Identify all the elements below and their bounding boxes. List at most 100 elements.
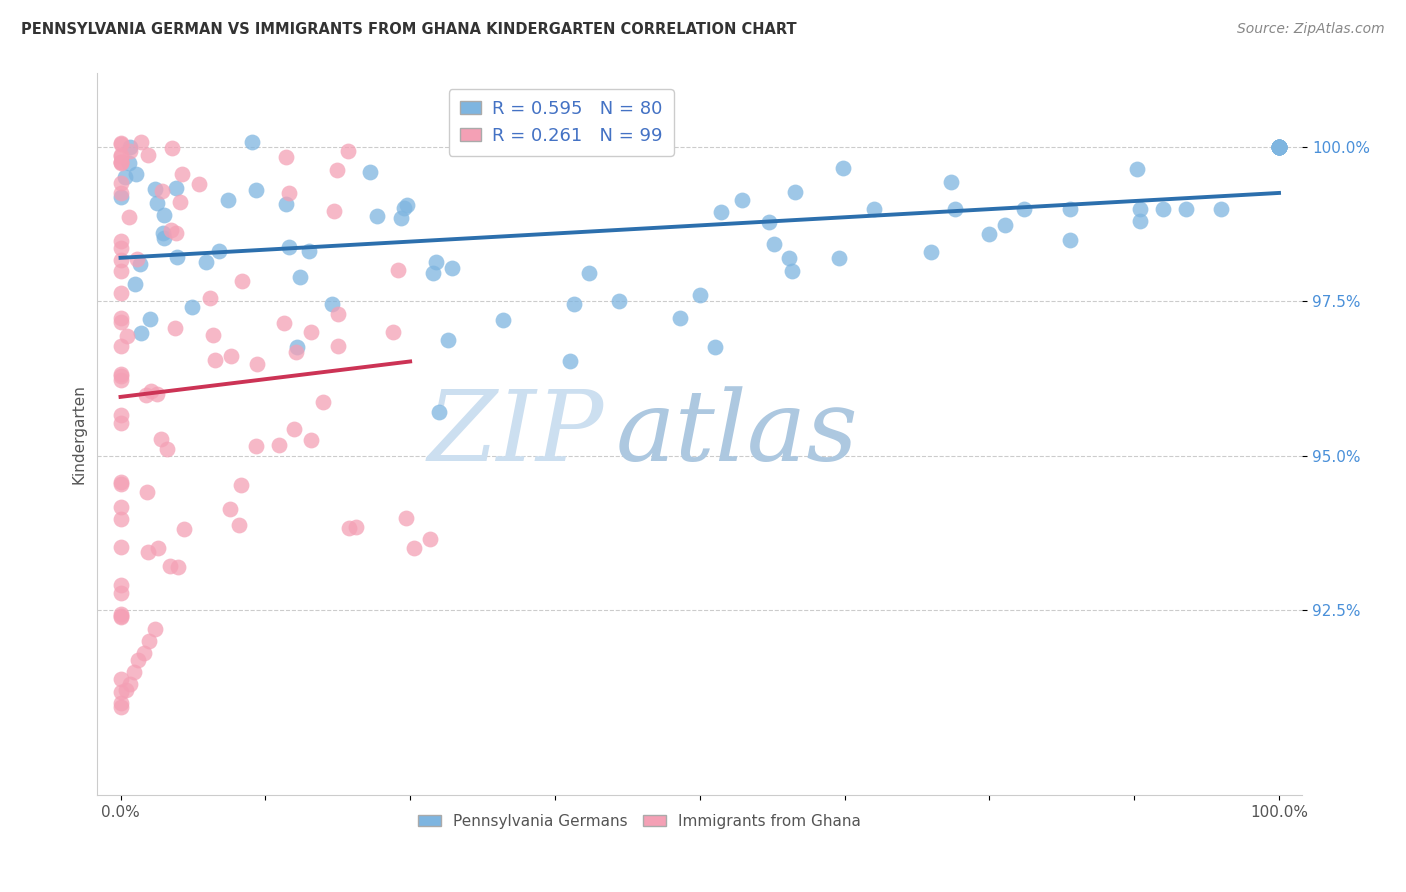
Point (689, 288, 711, 302)
Point (135, 388, 157, 402)
Point (337, 145, 360, 159)
Point (607, 294, 630, 309)
Point (129, 257, 152, 271)
Point (110, 147, 132, 161)
Text: ZIP: ZIP (427, 386, 603, 482)
Point (437, 333, 460, 347)
Point (110, 136, 132, 150)
Text: Source: ZipAtlas.com: Source: ZipAtlas.com (1237, 22, 1385, 37)
Point (110, 608, 132, 623)
Point (285, 340, 308, 354)
Point (136, 485, 159, 500)
Point (110, 512, 132, 526)
Point (173, 522, 195, 536)
Point (299, 326, 322, 340)
Point (943, 202, 966, 216)
Point (322, 204, 344, 219)
Point (1152, 202, 1174, 216)
Point (129, 135, 152, 149)
Point (136, 148, 159, 162)
Point (114, 170, 136, 185)
Point (110, 696, 132, 710)
Point (394, 201, 416, 215)
Point (242, 135, 264, 149)
Point (110, 475, 132, 489)
Point (110, 186, 132, 200)
Point (198, 291, 221, 305)
Point (202, 328, 225, 343)
Point (117, 329, 139, 343)
Point (110, 367, 132, 381)
Point (979, 227, 1001, 241)
Point (110, 241, 132, 255)
Point (994, 218, 1017, 232)
Point (395, 511, 418, 525)
Point (299, 433, 322, 447)
Point (298, 244, 321, 259)
Point (425, 254, 447, 268)
Point (321, 297, 343, 311)
Point (1268, 140, 1291, 154)
Point (245, 439, 267, 453)
Point (273, 316, 295, 330)
Point (110, 500, 132, 514)
Point (138, 634, 160, 648)
Point (269, 438, 291, 452)
Point (231, 274, 253, 288)
Point (366, 209, 388, 223)
Point (160, 223, 183, 237)
Point (1059, 202, 1081, 216)
Point (1012, 202, 1035, 216)
Point (387, 263, 409, 277)
Point (703, 340, 725, 354)
Point (278, 240, 301, 254)
Point (337, 521, 360, 535)
Point (110, 315, 132, 329)
Point (381, 325, 404, 339)
Point (118, 677, 141, 691)
Point (125, 252, 148, 266)
Point (110, 310, 132, 325)
Text: PENNSYLVANIA GERMAN VS IMMIGRANTS FROM GHANA KINDERGARTEN CORRELATION CHART: PENNSYLVANIA GERMAN VS IMMIGRANTS FROM G… (21, 22, 797, 37)
Point (1129, 202, 1152, 216)
Point (419, 532, 441, 546)
Point (141, 384, 163, 398)
Point (136, 545, 159, 559)
Point (110, 578, 132, 592)
Point (110, 264, 132, 278)
Point (170, 167, 193, 181)
Point (396, 198, 419, 212)
Point (118, 210, 141, 224)
Point (283, 422, 305, 436)
Point (1268, 140, 1291, 154)
Point (110, 339, 132, 353)
Point (143, 622, 166, 636)
Point (783, 185, 806, 199)
Point (668, 311, 690, 326)
Point (162, 141, 184, 155)
Point (118, 156, 141, 170)
Point (1129, 214, 1152, 228)
Point (150, 432, 173, 446)
Point (118, 144, 141, 158)
Point (110, 607, 132, 621)
Point (110, 586, 132, 600)
Point (1268, 140, 1291, 154)
Point (288, 270, 311, 285)
Point (1268, 140, 1291, 154)
Point (115, 683, 138, 698)
Point (492, 313, 515, 327)
Point (146, 195, 169, 210)
Point (231, 477, 253, 491)
Point (188, 177, 211, 191)
Point (152, 226, 174, 240)
Point (578, 266, 600, 280)
Point (219, 349, 242, 363)
Point (1059, 233, 1081, 247)
Point (110, 372, 132, 386)
Point (165, 180, 187, 194)
Point (778, 252, 800, 266)
Point (129, 326, 152, 341)
Point (828, 251, 851, 265)
Point (110, 253, 132, 268)
